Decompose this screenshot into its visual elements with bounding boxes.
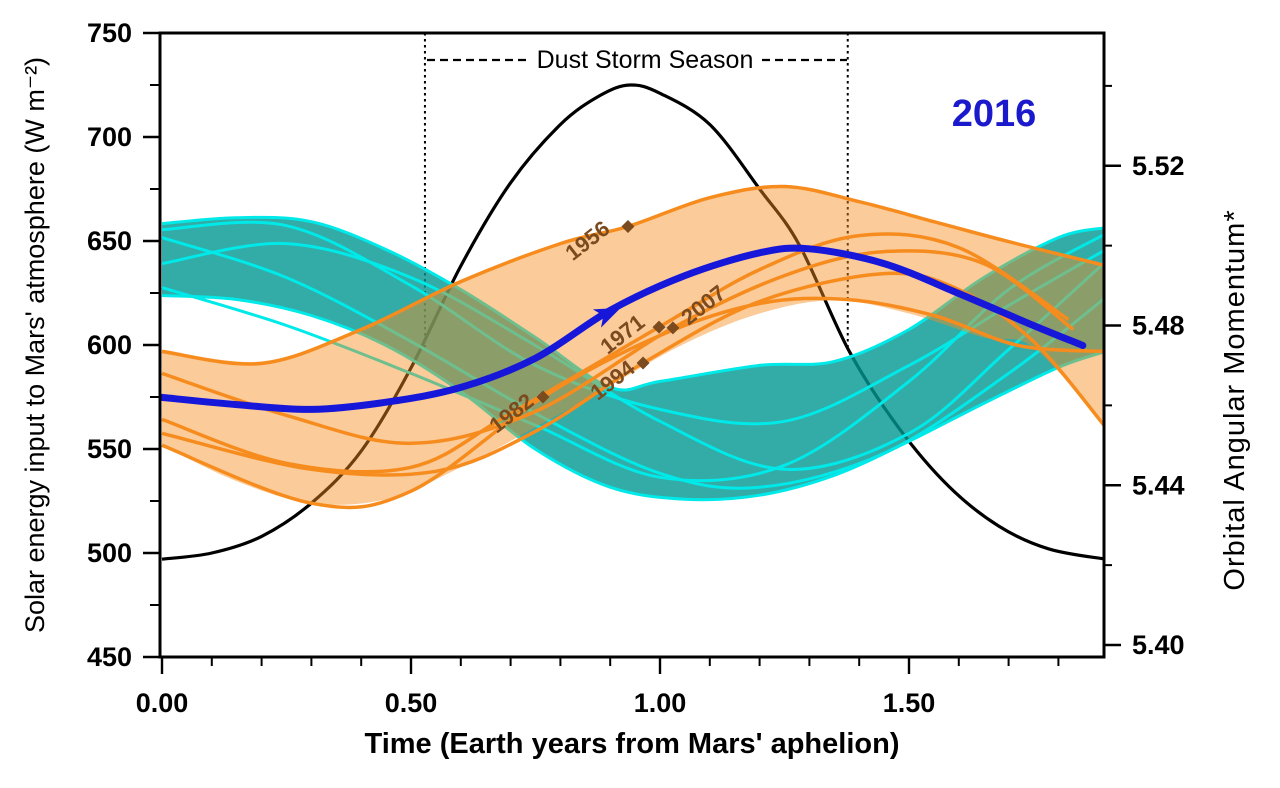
curve-2016-layer: [160, 244, 1087, 413]
y-left-tick-label: 750: [87, 18, 132, 48]
dust-storm-year-curve-1982: [161, 296, 1104, 510]
non-storm-band-bottom-edge: [161, 294, 1104, 502]
curve-2016-direction-arrow: [592, 307, 621, 328]
y-left-tick-label: 500: [87, 538, 132, 568]
x-tick-label: 0.50: [385, 688, 438, 718]
non-storm-band-top-edge: [161, 215, 1104, 392]
non-storm-curve-3: [161, 232, 1104, 483]
y-right-axis-title: Orbital Angular Momentum*: [1219, 209, 1251, 590]
year-marker-diamond-1994: [636, 356, 650, 370]
y-right-tick-label: 5.48: [1132, 311, 1185, 341]
non-storm-years-band-fill: [162, 217, 1104, 500]
year-marker-diamond-1982: [536, 390, 550, 404]
y-left-axis-title: Solar energy input to Mars' atmosphere (…: [20, 57, 50, 633]
dust-storm-years-band-fill: [162, 185, 1104, 505]
axes-layer: 0.00 0.50 1.00 1.50 750 700 650 600 550 500 450 5.5…: [87, 18, 1185, 718]
x-tick-label: 1.50: [883, 688, 936, 718]
year-marker-diamond-1971: [652, 320, 666, 334]
x-tick-label: 1.00: [634, 688, 687, 718]
y-left-tick-label: 700: [87, 122, 132, 152]
dust-storm-year-curve-1956: [161, 184, 1104, 366]
dust-storm-year-curve-1971: [161, 232, 1070, 474]
x-tick-label: 0.00: [136, 688, 189, 718]
non-storm-curve-2: [161, 241, 1104, 471]
y-right-tick-label: 5.40: [1132, 630, 1185, 660]
y-left-tick-label: 450: [87, 642, 132, 672]
year-marker-diamond-1956: [621, 219, 635, 233]
y-right-tick-label: 5.44: [1132, 470, 1185, 500]
solar-energy-input-curve: [161, 83, 1104, 561]
background-curves-layer: [161, 33, 1104, 561]
dust-storm-season-label: Dust Storm Season: [537, 46, 754, 74]
year-marker-diamond-2007: [666, 321, 680, 335]
curve-2016: [160, 244, 1087, 413]
dust-storm-years-band-layer: [161, 184, 1104, 510]
non-storm-curve-1: [161, 236, 1104, 490]
y-left-tick-label: 650: [87, 226, 132, 256]
y-left-tick-label: 600: [87, 330, 132, 360]
x-axis-title: Time (Earth years from Mars' aphelion): [365, 728, 900, 760]
y-right-tick-label: 5.52: [1132, 151, 1185, 181]
current-year-label: 2016: [952, 93, 1037, 135]
y-left-tick-label: 550: [87, 434, 132, 464]
